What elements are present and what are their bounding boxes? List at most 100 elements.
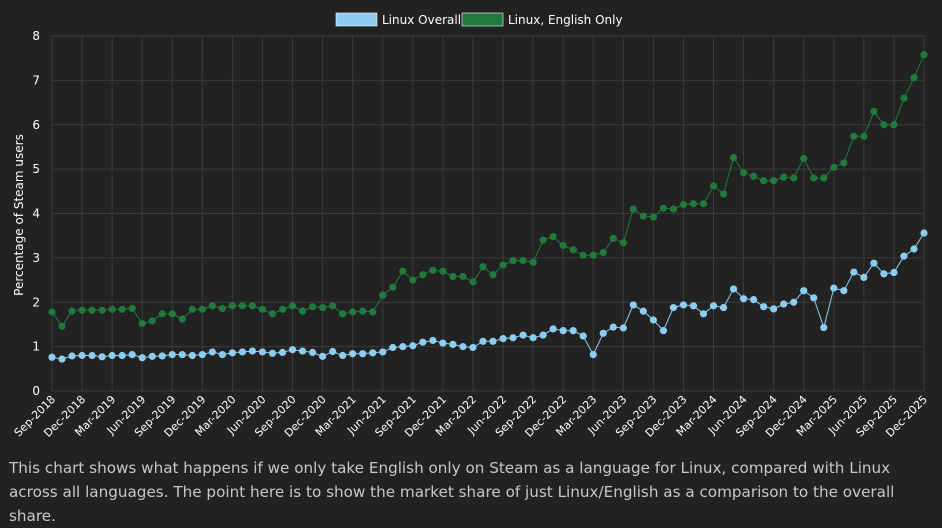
data-point-linux-overall[interactable]	[409, 342, 417, 350]
data-point-linux-english-only[interactable]	[78, 306, 86, 314]
data-point-linux-english-only[interactable]	[579, 251, 587, 259]
data-point-linux-overall[interactable]	[459, 343, 467, 351]
data-point-linux-overall[interactable]	[178, 351, 186, 359]
data-point-linux-overall[interactable]	[389, 343, 397, 352]
data-point-linux-overall[interactable]	[68, 352, 76, 360]
data-point-linux-english-only[interactable]	[780, 173, 788, 181]
data-point-linux-english-only[interactable]	[679, 201, 688, 209]
data-point-linux-overall[interactable]	[509, 334, 517, 342]
data-point-linux-overall[interactable]	[379, 348, 387, 356]
data-point-linux-overall[interactable]	[559, 327, 567, 335]
data-point-linux-overall[interactable]	[439, 339, 447, 347]
data-point-linux-overall[interactable]	[128, 351, 136, 359]
data-point-linux-overall[interactable]	[689, 302, 698, 310]
data-point-linux-english-only[interactable]	[750, 172, 758, 180]
data-point-linux-english-only[interactable]	[128, 304, 136, 313]
data-point-linux-english-only[interactable]	[168, 310, 176, 318]
data-point-linux-overall[interactable]	[138, 354, 146, 362]
legend-item-linux-english-only[interactable]: Linux, English Only	[461, 12, 623, 27]
data-point-linux-overall[interactable]	[709, 302, 718, 310]
data-point-linux-english-only[interactable]	[349, 308, 357, 316]
data-point-linux-overall[interactable]	[228, 349, 237, 357]
data-point-linux-overall[interactable]	[770, 305, 778, 313]
data-point-linux-overall[interactable]	[319, 352, 327, 360]
data-point-linux-english-only[interactable]	[288, 302, 297, 310]
data-point-linux-overall[interactable]	[739, 295, 748, 303]
data-point-linux-overall[interactable]	[599, 329, 607, 337]
data-point-linux-english-only[interactable]	[549, 232, 557, 241]
data-point-linux-overall[interactable]	[920, 229, 928, 237]
data-point-linux-english-only[interactable]	[489, 271, 497, 279]
data-point-linux-english-only[interactable]	[739, 169, 748, 177]
data-point-linux-overall[interactable]	[519, 331, 527, 339]
data-point-linux-overall[interactable]	[198, 351, 206, 359]
data-point-linux-overall[interactable]	[699, 310, 708, 318]
data-point-linux-english-only[interactable]	[880, 121, 888, 129]
data-point-linux-overall[interactable]	[349, 350, 357, 358]
data-point-linux-english-only[interactable]	[790, 174, 798, 182]
data-point-linux-english-only[interactable]	[58, 322, 66, 330]
data-point-linux-english-only[interactable]	[228, 302, 237, 310]
data-point-linux-overall[interactable]	[729, 285, 738, 293]
data-point-linux-english-only[interactable]	[419, 271, 427, 279]
data-point-linux-overall[interactable]	[419, 338, 427, 346]
data-point-linux-english-only[interactable]	[178, 315, 186, 323]
data-point-linux-overall[interactable]	[78, 351, 86, 360]
data-point-linux-overall[interactable]	[569, 327, 577, 335]
data-point-linux-english-only[interactable]	[830, 163, 838, 171]
data-point-linux-overall[interactable]	[870, 259, 878, 267]
data-point-linux-overall[interactable]	[238, 348, 247, 356]
data-point-linux-english-only[interactable]	[268, 310, 277, 318]
data-point-linux-english-only[interactable]	[659, 204, 668, 212]
data-point-linux-english-only[interactable]	[329, 302, 337, 310]
data-point-linux-english-only[interactable]	[108, 305, 116, 313]
data-point-linux-english-only[interactable]	[689, 200, 698, 208]
data-point-linux-overall[interactable]	[98, 353, 106, 361]
data-point-linux-english-only[interactable]	[198, 305, 206, 313]
data-point-linux-overall[interactable]	[579, 332, 587, 340]
data-point-linux-overall[interactable]	[288, 346, 297, 354]
data-point-linux-overall[interactable]	[188, 351, 196, 360]
data-point-linux-english-only[interactable]	[339, 310, 347, 318]
data-point-linux-overall[interactable]	[48, 353, 56, 361]
data-point-linux-english-only[interactable]	[369, 308, 377, 316]
data-point-linux-overall[interactable]	[850, 268, 858, 276]
data-point-linux-overall[interactable]	[268, 349, 277, 357]
data-point-linux-english-only[interactable]	[208, 302, 216, 310]
data-point-linux-overall[interactable]	[479, 337, 487, 345]
data-point-linux-overall[interactable]	[118, 351, 126, 360]
data-point-linux-overall[interactable]	[649, 316, 657, 324]
data-point-linux-overall[interactable]	[820, 323, 828, 332]
data-point-linux-overall[interactable]	[88, 351, 96, 360]
data-point-linux-english-only[interactable]	[389, 283, 397, 291]
data-point-linux-english-only[interactable]	[850, 132, 858, 140]
data-point-linux-overall[interactable]	[790, 298, 798, 306]
data-point-linux-overall[interactable]	[679, 301, 688, 309]
data-point-linux-english-only[interactable]	[188, 305, 196, 313]
data-point-linux-overall[interactable]	[308, 348, 317, 356]
data-point-linux-english-only[interactable]	[298, 307, 307, 315]
data-point-linux-english-only[interactable]	[319, 303, 327, 312]
data-point-linux-overall[interactable]	[529, 334, 537, 342]
data-point-linux-english-only[interactable]	[840, 159, 848, 167]
data-point-linux-overall[interactable]	[499, 335, 507, 343]
data-point-linux-english-only[interactable]	[529, 258, 537, 266]
data-point-linux-overall[interactable]	[840, 287, 848, 295]
data-point-linux-english-only[interactable]	[459, 272, 467, 281]
data-point-linux-overall[interactable]	[58, 355, 66, 363]
data-point-linux-overall[interactable]	[469, 343, 477, 352]
data-point-linux-english-only[interactable]	[810, 174, 818, 182]
data-point-linux-english-only[interactable]	[439, 267, 447, 275]
data-point-linux-overall[interactable]	[278, 348, 287, 356]
data-point-linux-overall[interactable]	[669, 303, 678, 312]
data-point-linux-english-only[interactable]	[800, 154, 808, 163]
data-point-linux-english-only[interactable]	[699, 200, 708, 208]
legend-item-linux-overall[interactable]: Linux Overall	[335, 12, 461, 27]
data-point-linux-english-only[interactable]	[148, 317, 156, 325]
data-point-linux-overall[interactable]	[208, 348, 216, 356]
data-point-linux-overall[interactable]	[780, 300, 788, 308]
data-point-linux-english-only[interactable]	[599, 248, 607, 257]
data-point-linux-overall[interactable]	[830, 284, 838, 292]
data-point-linux-overall[interactable]	[880, 270, 888, 278]
data-point-linux-english-only[interactable]	[68, 307, 76, 315]
